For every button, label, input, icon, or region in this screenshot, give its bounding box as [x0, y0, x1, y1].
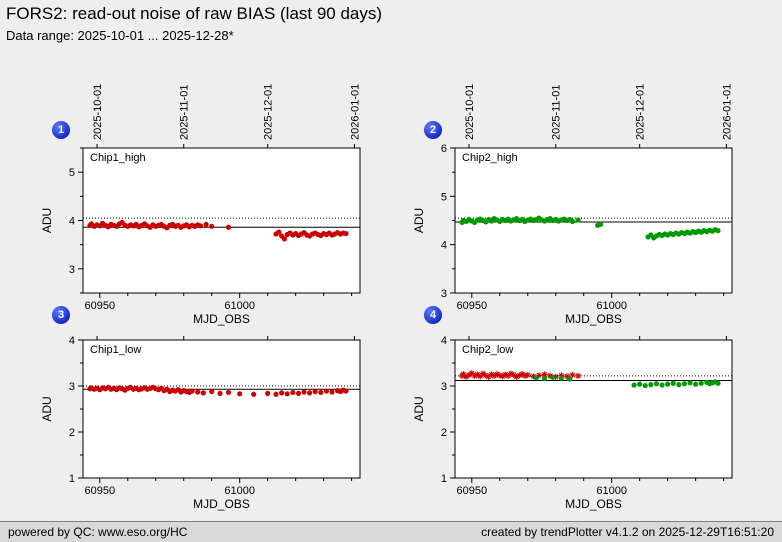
svg-text:61000: 61000 — [224, 485, 255, 497]
svg-text:2025-12-01: 2025-12-01 — [263, 84, 275, 140]
svg-text:ADU: ADU — [412, 396, 426, 421]
plot-badge-4: 4 — [424, 306, 442, 324]
svg-text:61000: 61000 — [596, 300, 627, 312]
svg-text:ADU: ADU — [40, 396, 54, 421]
svg-text:Chip2_low: Chip2_low — [462, 344, 513, 356]
plot-frame — [82, 339, 361, 479]
status-bar: powered by QC: www.eso.org/HC created by… — [0, 521, 782, 542]
svg-text:2025-12-01: 2025-12-01 — [635, 84, 647, 140]
svg-text:6: 6 — [441, 143, 447, 155]
chart-chip2-high[interactable]: 60950 61000 3 4 5 6 2025-10-01 2025-11-01 2025-1… — [412, 80, 752, 332]
svg-text:3: 3 — [441, 288, 447, 300]
footer-powered-by: powered by QC: www.eso.org/HC — [8, 525, 188, 539]
svg-text:Chip1_high: Chip1_high — [90, 152, 146, 164]
report-header: FORS2: read-out noise of raw BIAS (last … — [6, 4, 382, 43]
plot-frame — [82, 147, 361, 294]
series-chip2_high — [459, 215, 721, 241]
chart-chip2-low[interactable]: 60950 61000 1 2 3 4 MJD_OBS ADU Chip2_low — [412, 272, 752, 514]
chart-chip1-high[interactable]: 60950 61000 3 4 5 2025-10-01 2025-11-01 2025-12… — [40, 80, 380, 332]
svg-text:MJD_OBS: MJD_OBS — [565, 497, 622, 511]
plot-badge-1: 1 — [52, 121, 70, 139]
svg-text:MJD_OBS: MJD_OBS — [193, 497, 250, 511]
svg-text:60950: 60950 — [456, 300, 487, 312]
svg-text:60950: 60950 — [456, 485, 487, 497]
plot-badge-2: 2 — [424, 121, 442, 139]
svg-text:3: 3 — [69, 381, 75, 393]
svg-text:MJD_OBS: MJD_OBS — [193, 312, 250, 326]
svg-text:5: 5 — [69, 167, 75, 179]
plot-frame — [454, 147, 733, 294]
svg-text:2025-10-01: 2025-10-01 — [92, 84, 104, 140]
svg-text:ADU: ADU — [412, 208, 426, 233]
plot-badge-3: 3 — [52, 306, 70, 324]
svg-text:MJD_OBS: MJD_OBS — [565, 312, 622, 326]
svg-text:2025-11-01: 2025-11-01 — [551, 85, 563, 140]
svg-text:60950: 60950 — [84, 485, 115, 497]
svg-text:1: 1 — [69, 473, 75, 485]
svg-text:61000: 61000 — [596, 485, 627, 497]
series-chip1_low — [87, 384, 349, 397]
footer-created-by: created by trendPlotter v4.1.2 on 2025-1… — [481, 525, 774, 539]
svg-text:ADU: ADU — [40, 208, 54, 233]
svg-text:Chip2_high: Chip2_high — [462, 152, 518, 164]
svg-text:2025-11-01: 2025-11-01 — [179, 85, 191, 140]
page-title: FORS2: read-out noise of raw BIAS (last … — [6, 4, 383, 23]
svg-text:3: 3 — [441, 381, 447, 393]
svg-text:3: 3 — [69, 264, 75, 276]
data-range-subtitle: Data range: 2025-10-01 ... 2025-12-28* — [6, 28, 234, 43]
svg-text:2025-10-01: 2025-10-01 — [464, 84, 476, 140]
chart-chip1-low[interactable]: 60950 61000 1 2 3 4 MJD_OBS ADU Chip1_low — [40, 272, 380, 514]
svg-text:60950: 60950 — [84, 300, 115, 312]
svg-text:2026-01-01: 2026-01-01 — [721, 84, 733, 140]
svg-text:5: 5 — [441, 191, 447, 203]
svg-text:2026-01-01: 2026-01-01 — [349, 84, 361, 140]
svg-text:61000: 61000 — [224, 300, 255, 312]
svg-text:Chip1_low: Chip1_low — [90, 344, 141, 356]
svg-text:4: 4 — [69, 335, 75, 347]
series-chip1_high — [87, 219, 349, 242]
svg-text:2: 2 — [69, 427, 75, 439]
svg-text:4: 4 — [69, 216, 75, 228]
svg-text:1: 1 — [441, 473, 447, 485]
svg-text:4: 4 — [441, 335, 447, 347]
plot-frame — [454, 339, 733, 479]
svg-text:4: 4 — [441, 240, 447, 252]
svg-text:2: 2 — [441, 427, 447, 439]
series-chip2_low — [533, 374, 721, 389]
